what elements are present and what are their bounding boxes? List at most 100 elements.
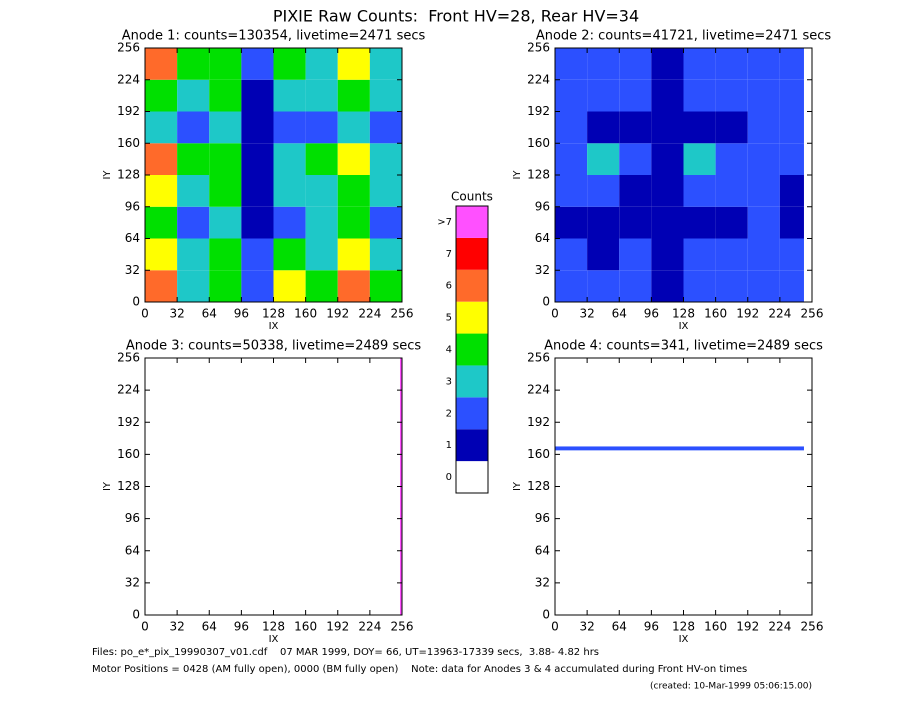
heat-cell xyxy=(209,111,242,144)
heat-cell xyxy=(209,238,242,271)
main-title: PIXIE Raw Counts: Front HV=28, Rear HV=3… xyxy=(273,7,639,26)
heat-cell xyxy=(305,143,338,175)
colorbar-cell xyxy=(456,461,488,493)
heat-cell xyxy=(209,143,242,175)
heat-cell xyxy=(619,79,652,112)
heat-cell xyxy=(619,143,652,175)
heat-cell xyxy=(683,48,716,80)
x-tick-label: 96 xyxy=(234,307,249,321)
heat-cell xyxy=(209,79,242,112)
heat-cell xyxy=(779,206,804,239)
heat-cell xyxy=(177,79,210,112)
heat-cell xyxy=(747,175,780,207)
heat-cell xyxy=(337,79,370,112)
colorbar-cell xyxy=(456,206,488,238)
x-tick-label: 0 xyxy=(551,620,559,634)
heat-cell xyxy=(651,48,684,80)
heat-cell xyxy=(555,48,588,80)
y-tick-label: 160 xyxy=(117,136,140,150)
y-tick-label: 0 xyxy=(132,608,140,622)
y-tick-label: 32 xyxy=(535,263,550,277)
colorbar-cell xyxy=(456,333,488,366)
heat-cell xyxy=(337,238,370,271)
heat-cell xyxy=(587,79,620,112)
x-tick-label: 0 xyxy=(551,307,559,321)
heat-cell xyxy=(241,206,274,239)
heat-cell xyxy=(177,48,210,80)
x-tick-label: 96 xyxy=(644,307,659,321)
x-tick-label: 128 xyxy=(262,620,285,634)
heat-cell xyxy=(145,358,400,615)
x-tick-label: 64 xyxy=(202,307,217,321)
y-tick-label: 224 xyxy=(117,383,140,397)
heat-cell xyxy=(651,175,684,207)
heat-cell xyxy=(337,48,370,80)
heat-cell xyxy=(651,238,684,271)
heat-cell xyxy=(747,111,780,144)
heat-cell xyxy=(555,79,588,112)
heat-cell xyxy=(747,238,780,271)
heat-cell xyxy=(715,175,748,207)
y-tick-label: 64 xyxy=(125,543,140,557)
heat-cell xyxy=(337,206,370,239)
heat-cell xyxy=(145,111,178,144)
chart-title: Anode 3: counts=50338, livetime=2489 sec… xyxy=(126,339,422,354)
x-tick-label: 224 xyxy=(358,307,381,321)
y-tick-label: 256 xyxy=(527,351,550,365)
colorbar-cell xyxy=(456,237,488,270)
heat-cell xyxy=(145,79,178,112)
chart-title: Anode 1: counts=130354, livetime=2471 se… xyxy=(122,29,426,44)
colorbar-label: 4 xyxy=(446,345,452,356)
heat-cell xyxy=(177,206,210,239)
colorbar-label: 3 xyxy=(446,376,452,387)
y-tick-label: 128 xyxy=(117,479,140,493)
heat-cell xyxy=(369,79,402,112)
chart-title: Anode 4: counts=341, livetime=2489 secs xyxy=(544,339,823,354)
heat-cell xyxy=(651,79,684,112)
heat-cell xyxy=(715,206,748,239)
x-tick-label: 64 xyxy=(612,620,627,634)
colorbar-frame xyxy=(455,205,489,494)
y-tick-label: 128 xyxy=(527,479,550,493)
heat-cell xyxy=(337,270,370,302)
heat-cell xyxy=(747,79,780,112)
heat-cell xyxy=(305,48,338,80)
colorbar-label: 1 xyxy=(446,440,452,451)
heat-cell xyxy=(619,206,652,239)
x-tick-label: 224 xyxy=(768,620,791,634)
heat-cell xyxy=(305,79,338,112)
heat-cell xyxy=(587,238,620,271)
colorbar-label: >7 xyxy=(437,217,452,228)
x-tick-label: 224 xyxy=(768,307,791,321)
y-tick-label: 224 xyxy=(527,383,550,397)
heat-cell xyxy=(779,270,804,302)
x-tick-label: 32 xyxy=(169,620,184,634)
colorbar-cell xyxy=(456,365,488,398)
x-tick-label: 224 xyxy=(358,620,381,634)
heat-cell xyxy=(145,48,178,80)
heat-cell xyxy=(145,238,178,271)
y-tick-label: 32 xyxy=(125,263,140,277)
heat-cell xyxy=(779,238,804,271)
y-tick-label: 64 xyxy=(125,231,140,245)
heat-cell xyxy=(273,48,306,80)
colorbar-label: 5 xyxy=(446,313,452,324)
y-axis-label: IY xyxy=(512,481,523,491)
heat-cell xyxy=(715,270,748,302)
y-tick-label: 128 xyxy=(117,168,140,182)
heat-cell xyxy=(587,111,620,144)
x-tick-label: 160 xyxy=(294,307,317,321)
heat-cell xyxy=(305,238,338,271)
heat-cell xyxy=(273,206,306,239)
heat-cell xyxy=(145,175,178,207)
heat-cell xyxy=(369,48,402,80)
x-tick-label: 192 xyxy=(736,307,759,321)
heat-cell xyxy=(555,238,588,271)
heat-cell xyxy=(779,143,804,175)
heat-cell xyxy=(305,206,338,239)
heat-cell xyxy=(683,175,716,207)
heat-cell xyxy=(651,111,684,144)
x-tick-label: 160 xyxy=(704,620,727,634)
y-tick-label: 96 xyxy=(535,199,550,213)
y-tick-label: 32 xyxy=(125,575,140,589)
